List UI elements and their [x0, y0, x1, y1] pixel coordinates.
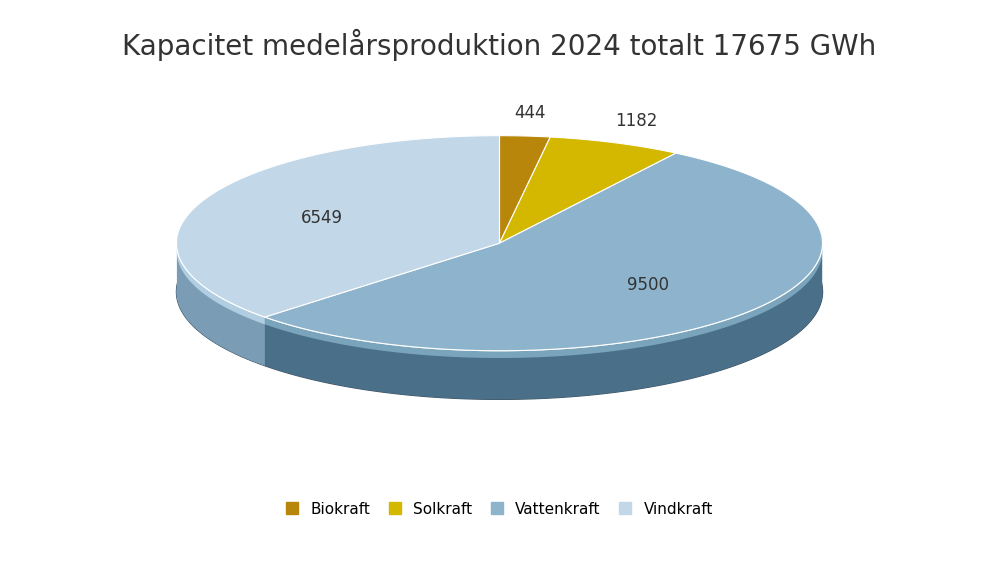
Text: 1182: 1182	[615, 112, 657, 130]
Polygon shape	[550, 137, 676, 202]
Polygon shape	[177, 136, 500, 317]
Polygon shape	[177, 136, 500, 317]
Polygon shape	[265, 153, 822, 351]
Polygon shape	[265, 238, 822, 358]
Legend: Biokraft, Solkraft, Vattenkraft, Vindkraft: Biokraft, Solkraft, Vattenkraft, Vindkra…	[279, 494, 720, 524]
Polygon shape	[177, 184, 822, 399]
Polygon shape	[177, 238, 265, 366]
Polygon shape	[265, 153, 822, 351]
Text: 444: 444	[513, 104, 545, 122]
Polygon shape	[177, 136, 500, 366]
Polygon shape	[500, 137, 676, 243]
Polygon shape	[500, 136, 550, 243]
Polygon shape	[500, 136, 550, 185]
Polygon shape	[500, 137, 676, 243]
Polygon shape	[500, 136, 550, 243]
Text: 9500: 9500	[627, 275, 669, 294]
Polygon shape	[177, 238, 265, 324]
Polygon shape	[265, 153, 822, 399]
Polygon shape	[265, 238, 822, 399]
Text: 6549: 6549	[301, 209, 343, 227]
Text: Kapacitet medelårsproduktion 2024 totalt 17675 GWh: Kapacitet medelårsproduktion 2024 totalt…	[122, 29, 877, 61]
